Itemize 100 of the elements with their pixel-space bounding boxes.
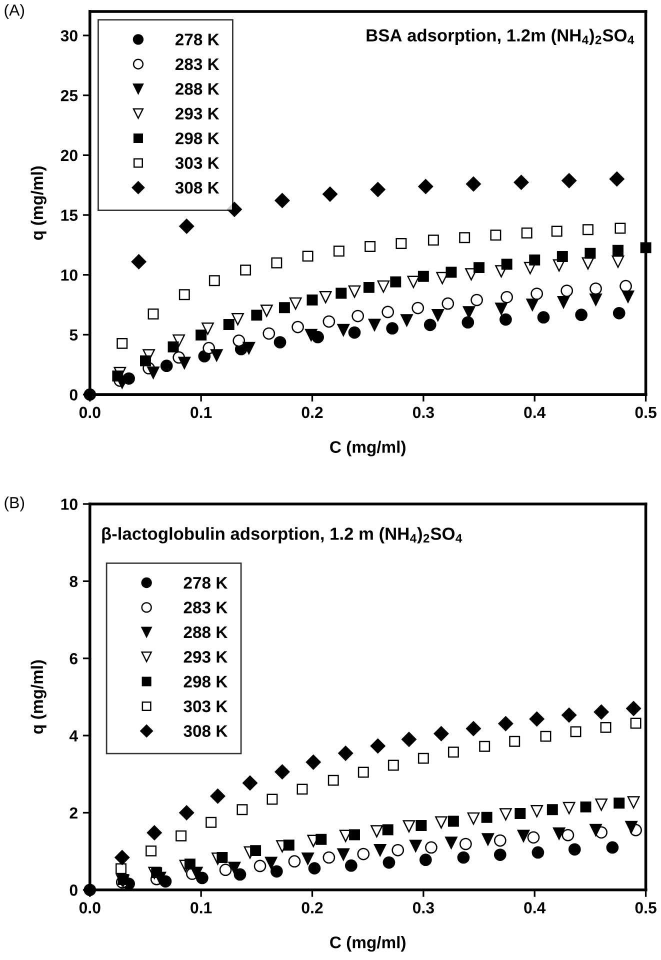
point bbox=[609, 171, 624, 186]
x-axis-title: C (mg/ml) bbox=[330, 440, 406, 456]
legend-label: 308 K bbox=[175, 182, 220, 194]
point bbox=[470, 294, 483, 306]
point bbox=[445, 836, 458, 850]
legend-label: 293 K bbox=[184, 651, 228, 663]
point bbox=[112, 370, 124, 382]
point bbox=[270, 865, 283, 878]
point bbox=[562, 802, 576, 814]
point bbox=[630, 718, 642, 729]
point bbox=[363, 282, 374, 293]
point bbox=[482, 833, 494, 846]
point bbox=[435, 816, 448, 829]
point bbox=[358, 766, 369, 778]
point bbox=[266, 794, 278, 805]
point bbox=[292, 320, 304, 334]
point bbox=[416, 820, 427, 831]
y-tick-label: 10 bbox=[61, 498, 78, 510]
point bbox=[208, 275, 220, 286]
point bbox=[614, 222, 626, 234]
y-tick-label: 8 bbox=[70, 576, 78, 588]
x-tick-label: 0.2 bbox=[302, 902, 323, 914]
point bbox=[316, 834, 327, 845]
point bbox=[131, 254, 146, 270]
point bbox=[562, 173, 577, 188]
point bbox=[606, 841, 619, 854]
point bbox=[210, 349, 223, 362]
point bbox=[352, 310, 364, 322]
point bbox=[501, 258, 512, 270]
point bbox=[396, 238, 407, 249]
point bbox=[216, 852, 228, 863]
point bbox=[271, 257, 282, 268]
point bbox=[500, 808, 512, 820]
point bbox=[319, 290, 332, 304]
point bbox=[521, 227, 532, 238]
legend-label: 283 K bbox=[175, 58, 220, 70]
point bbox=[392, 844, 404, 856]
point bbox=[460, 838, 472, 850]
point bbox=[306, 294, 318, 306]
point bbox=[562, 708, 577, 723]
point bbox=[526, 298, 539, 311]
point bbox=[500, 313, 512, 326]
point bbox=[590, 293, 602, 306]
point bbox=[424, 318, 436, 332]
point bbox=[428, 234, 439, 246]
point bbox=[196, 330, 207, 341]
point bbox=[626, 701, 642, 716]
point bbox=[176, 830, 187, 842]
point bbox=[419, 854, 432, 866]
x-tick-label: 0.0 bbox=[79, 406, 100, 418]
point bbox=[242, 776, 258, 791]
y-tick-label: 15 bbox=[61, 210, 78, 221]
point bbox=[382, 824, 394, 836]
point bbox=[179, 218, 194, 234]
point bbox=[382, 306, 394, 318]
x-tick-label: 0.4 bbox=[524, 406, 546, 418]
point bbox=[386, 322, 398, 335]
point bbox=[210, 788, 226, 804]
point bbox=[151, 867, 162, 878]
point bbox=[333, 246, 344, 257]
point bbox=[283, 840, 294, 851]
point bbox=[178, 356, 191, 370]
point bbox=[274, 336, 286, 348]
point bbox=[84, 884, 96, 896]
point bbox=[274, 193, 290, 208]
point bbox=[466, 176, 481, 192]
point bbox=[446, 266, 457, 278]
legend-label: 298 K bbox=[175, 132, 220, 144]
text: (B) bbox=[4, 496, 24, 512]
point bbox=[116, 338, 128, 349]
point bbox=[240, 264, 252, 276]
point bbox=[289, 297, 302, 310]
point bbox=[600, 722, 612, 733]
point bbox=[146, 825, 162, 840]
point bbox=[490, 230, 502, 241]
point bbox=[336, 288, 347, 299]
point bbox=[254, 860, 266, 872]
point bbox=[146, 845, 157, 856]
point bbox=[459, 232, 470, 244]
y-tick-label: 10 bbox=[61, 269, 78, 281]
y-tick-label: 2 bbox=[70, 807, 78, 819]
point bbox=[202, 322, 214, 335]
point bbox=[160, 360, 173, 372]
point bbox=[498, 716, 514, 732]
point bbox=[250, 845, 262, 856]
legend-label: 283 K bbox=[184, 602, 228, 614]
point bbox=[552, 827, 566, 840]
point bbox=[495, 302, 508, 316]
legend-label: 288 K bbox=[175, 83, 220, 95]
point bbox=[357, 848, 370, 860]
point bbox=[409, 840, 422, 852]
point bbox=[116, 863, 127, 874]
point bbox=[374, 844, 386, 856]
point bbox=[457, 851, 470, 864]
point bbox=[322, 315, 336, 328]
point bbox=[179, 805, 194, 820]
point bbox=[595, 798, 608, 811]
point bbox=[232, 312, 244, 326]
point bbox=[418, 270, 429, 282]
point bbox=[474, 262, 485, 274]
